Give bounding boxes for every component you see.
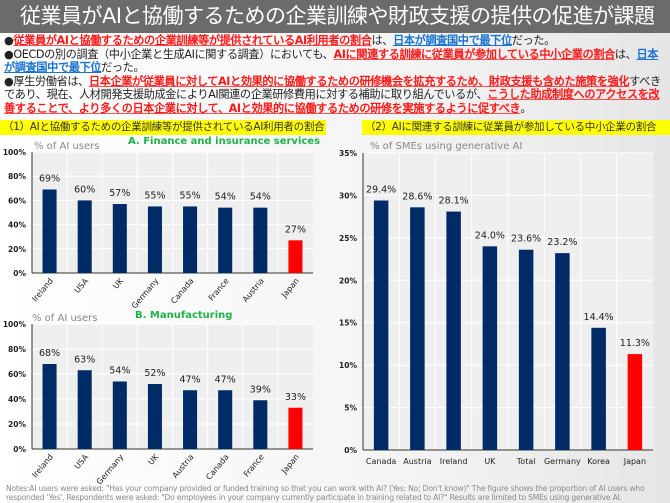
bullet-dot-icon: ● [4, 74, 14, 88]
slide-title: 従業員がAIと協働するための企業訓練や財政支援の提供の促進が課題 [0, 0, 670, 33]
bullet-text: 厚生労働省は、 [13, 74, 89, 88]
chart-subtitle: A. Finance and insurance services [128, 136, 320, 147]
notes: Notes:AI users were asked: "Has your com… [6, 484, 645, 502]
bar-france [218, 207, 233, 273]
x-tick-label: Ireland [30, 277, 55, 304]
bar-canada [183, 206, 198, 273]
bullet-text: OECDの別の調査（中小企業と生成AIに関する調査）においても、 [13, 47, 334, 61]
bullet-1: ●従業員がAIと協働するための企業訓練等が提供されているAI利用者の割合は、日本… [4, 34, 668, 48]
bullet-text: は、 [614, 47, 637, 61]
bullet-dot-icon: ● [4, 34, 14, 47]
x-tick-label: UK [111, 276, 126, 291]
bar-uk [112, 204, 127, 273]
y-axis-unit-label: % of AI users [34, 141, 100, 152]
bullet-text: だった。 [511, 34, 556, 47]
x-tick-label: Japan [279, 277, 301, 301]
x-tick-label: USA [73, 276, 91, 295]
bar-austria [253, 207, 268, 273]
bullet-emphasis: 従業員がAIと協働するための企業訓練等が提供されているAI利用者の割合 [13, 34, 372, 47]
bullet-emphasis: こうした助成制度へのアクセスを改善することで、より多くの日本企業に対して、AIと… [4, 88, 660, 115]
bullet-emphasis: 日本企業が従業員に対してAIと効果的に協働するための研修機会を拡充するため、財政… [88, 74, 630, 88]
y-tick-label: 60% [8, 196, 26, 205]
y-tick-label: 80% [8, 172, 26, 181]
x-tick-label: Germany [130, 276, 161, 310]
bar-ireland [42, 189, 57, 273]
data-label: 69% [39, 174, 60, 185]
section-heading-right: （2）AIに関連する訓練に従業員が参加している中小企業の割合 [362, 120, 670, 135]
bullet-2: ●OECDの別の調査（中小企業と生成AIに関する調査）においても、AIに関連する… [4, 48, 668, 75]
bar-usa [77, 200, 92, 273]
y-tick-label: 40% [8, 221, 26, 230]
data-label: 57% [109, 188, 130, 199]
bullet-3: ●厚生労働省は、日本企業が従業員に対してAIと効果的に協働するための研修機会を拡… [4, 75, 668, 116]
y-tick-label: 0% [13, 269, 26, 278]
bullet-emphasis: AIに関連する訓練に従業員が参加している中小企業の割合 [333, 47, 615, 61]
data-label: 27% [285, 224, 306, 235]
section-heading-left: （1）AIと協働するための企業訓練等が提供されているAI利用者の割合 [0, 120, 326, 135]
bullet-text: は、 [371, 34, 394, 47]
data-label: 55% [144, 190, 165, 201]
data-label: 54% [215, 192, 236, 203]
bullet-text: だった。 [101, 61, 145, 74]
bullet-text: 。 [520, 101, 532, 115]
bullet-list: ●従業員がAIと協働するための企業訓練等が提供されているAI利用者の割合は、日本… [4, 34, 668, 115]
bullet-emphasis: 日本が調査国中で最下位 [393, 34, 512, 47]
bullet-emphasis: 日本が調査国中で最下位 [4, 47, 659, 75]
y-tick-label: 100% [3, 148, 27, 157]
x-tick-label: Austria [241, 276, 266, 304]
y-tick-label: 20% [8, 245, 26, 254]
bullet-dot-icon: ● [4, 47, 14, 61]
data-label: 54% [250, 192, 271, 203]
bar-germany [147, 206, 162, 273]
data-label: 60% [74, 184, 95, 195]
x-tick-label: Canada [169, 276, 196, 305]
bullet-text: すべきであり、現在、人材開発支援助成金によりAI関連の企業研修費用に対する補助に… [4, 74, 661, 102]
x-tick-label: France [207, 276, 231, 302]
data-label: 55% [180, 190, 201, 201]
bar-japan [288, 240, 303, 273]
